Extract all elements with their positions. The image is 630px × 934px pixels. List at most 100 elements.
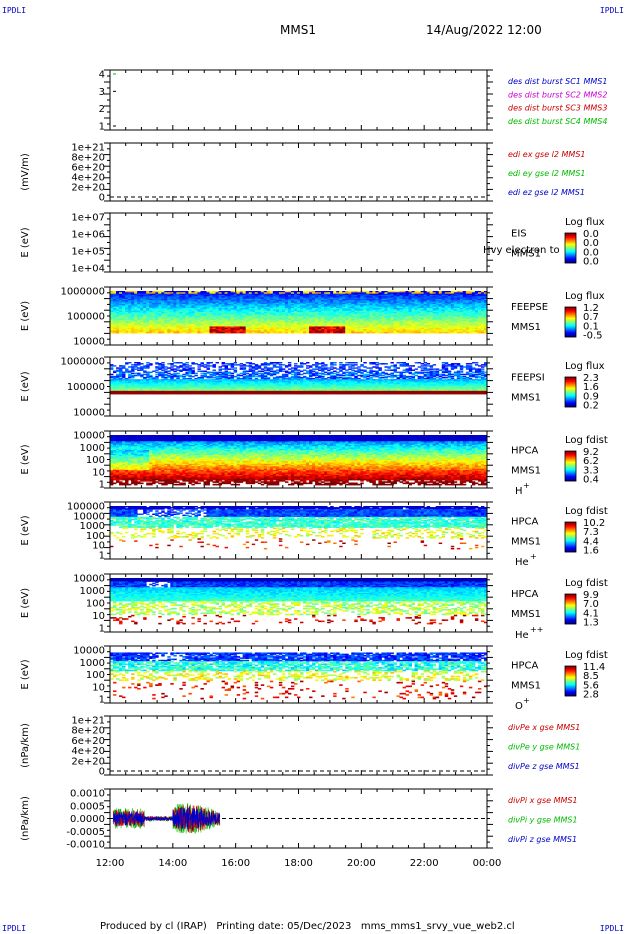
spectrogram-cell xyxy=(137,332,140,334)
spectrogram-cell xyxy=(436,332,439,334)
spectrogram-cell xyxy=(197,332,200,334)
spectrogram-cell xyxy=(113,365,116,366)
spectrogram-cell xyxy=(185,375,188,376)
spectrogram-cell xyxy=(357,332,360,334)
spectrogram-cell xyxy=(131,371,134,372)
panel-des_dist: 4321des dist burst SC1 MMS1des dist burs… xyxy=(99,70,608,133)
spectrogram-cell xyxy=(170,369,173,370)
spectrogram-cell xyxy=(176,362,179,363)
spectrogram-cell xyxy=(149,393,152,394)
spectrogram-cell xyxy=(472,332,475,334)
spectrogram-cell xyxy=(131,332,134,334)
spectrogram-cell xyxy=(330,332,333,334)
spectrogram-cell xyxy=(134,366,137,367)
spectrogram-cell xyxy=(466,332,469,334)
spectrogram-cell xyxy=(339,332,342,334)
spectrogram-cell xyxy=(161,377,164,378)
spectrogram-cell xyxy=(421,332,424,334)
spectrogram-cell xyxy=(167,377,170,378)
spectrogram-cell xyxy=(134,368,137,369)
spectrogram-cell xyxy=(173,376,176,377)
spectrogram-cell xyxy=(345,332,348,334)
spectrogram-cell xyxy=(179,366,182,367)
spectrogram-cell xyxy=(433,332,436,334)
spectrogram-cell xyxy=(179,376,182,377)
spectrogram-cell xyxy=(143,367,146,368)
spectrogram-cell xyxy=(182,374,185,375)
spectrogram-cell xyxy=(173,365,176,366)
spectrogram-cell xyxy=(128,393,131,394)
spectrogram-cell xyxy=(164,393,167,394)
spectrogram-cell xyxy=(164,375,167,376)
spectrogram-cell xyxy=(297,332,300,334)
instrument-label: FEEPSE xyxy=(511,302,548,313)
colorbar-tick-label: 0.0 xyxy=(583,257,599,268)
spectrogram-cell xyxy=(390,332,393,334)
spectrogram-cell xyxy=(155,363,158,364)
y-tick-label: 1e+06 xyxy=(71,230,105,241)
spectrogram-cell xyxy=(321,332,324,334)
spectrogram-cell xyxy=(119,332,122,334)
panel-eis: 1e+071e+061e+051e+04E (eV)Log flux0.00.0… xyxy=(20,213,605,275)
spectrogram-cell xyxy=(146,393,149,394)
legend-entry: edi ex gse l2 MMS1 xyxy=(508,150,586,159)
y-tick-label: 1e+07 xyxy=(71,213,105,224)
overlay-label: Hvy electron to xyxy=(483,245,560,256)
spectrogram-cell xyxy=(122,332,125,334)
spectrogram-cell xyxy=(116,393,119,394)
spectrogram-cell xyxy=(418,332,421,334)
spectrogram-cell xyxy=(424,332,427,334)
y-tick-label: 2 xyxy=(99,104,105,115)
spectrogram-cell xyxy=(164,332,167,334)
spectrogram-cell xyxy=(137,364,140,365)
spectrogram-cell xyxy=(119,376,122,377)
spectrogram-cell xyxy=(188,365,191,366)
spectrogram-cell xyxy=(403,332,406,334)
spectrogram-cell xyxy=(131,373,134,374)
spectrogram-cell xyxy=(315,332,318,334)
spectrogram-cell xyxy=(279,332,282,334)
spectrogram-cell xyxy=(182,369,185,370)
spectrogram-cell xyxy=(134,393,137,394)
spectrogram-cell xyxy=(185,393,188,394)
spectrogram-cell xyxy=(225,332,228,334)
spectrogram-cell xyxy=(285,332,288,334)
spectrogram-cell xyxy=(372,332,375,334)
spectrogram-cell xyxy=(125,332,128,334)
spectrogram-cell xyxy=(182,393,185,394)
spectrogram-cell xyxy=(222,332,225,334)
spectrogram-cell xyxy=(234,332,237,334)
spectrogram-cell xyxy=(134,373,137,374)
spectrogram-cell xyxy=(415,332,418,334)
spectrogram-cell xyxy=(158,364,161,365)
spectrogram-cell xyxy=(140,393,143,394)
spectrogram-cell xyxy=(146,332,149,334)
spectrogram-cell xyxy=(158,393,161,394)
y-axis-label: E (eV) xyxy=(20,227,31,257)
spectrogram-cell xyxy=(140,363,143,364)
spectrogram-cell xyxy=(258,332,261,334)
spectrogram-cell xyxy=(216,332,219,334)
spectrogram-cell xyxy=(125,393,128,394)
y-tick-label: 4 xyxy=(99,70,105,81)
spectrogram-cell xyxy=(375,332,378,334)
spectrogram-cell xyxy=(122,377,125,378)
spectrogram-cell xyxy=(366,332,369,334)
spectrogram-cell xyxy=(128,332,131,334)
spectrogram-cell xyxy=(131,393,134,394)
spectrogram-cell xyxy=(113,372,116,373)
spectrogram-cell xyxy=(152,371,155,372)
spectrogram-cell xyxy=(134,362,137,363)
spectrogram-cell xyxy=(427,332,430,334)
panel-frame xyxy=(110,143,487,201)
spectrogram-cell xyxy=(176,369,179,370)
spectrogram-cell xyxy=(240,332,243,334)
spectrogram-cell xyxy=(164,372,167,373)
spectrogram-cell xyxy=(387,332,390,334)
spectrogram-cell xyxy=(457,332,460,334)
spectrogram-cell xyxy=(140,376,143,377)
spectrogram-cell xyxy=(158,375,161,376)
spectrogram-cell xyxy=(185,332,188,334)
